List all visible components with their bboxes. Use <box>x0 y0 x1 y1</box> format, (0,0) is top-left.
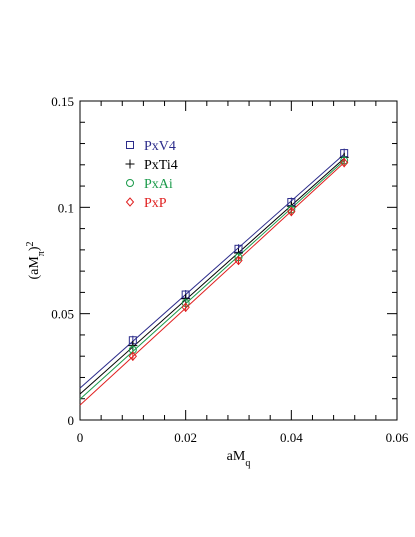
x-axis-label: aMq <box>227 449 251 469</box>
y-tick-label: 0 <box>68 413 75 428</box>
fit-line-pxti4 <box>79 158 345 395</box>
axis-label-text: aMq <box>227 449 251 469</box>
legend-label-pxv4: PxV4 <box>144 139 176 154</box>
y-tick-label: 0.15 <box>51 94 74 109</box>
legend-marker-pxai <box>126 179 134 187</box>
data-point-pxp <box>128 351 137 361</box>
x-tick-label: 0.02 <box>174 430 197 445</box>
fit-line-pxv4 <box>79 153 345 389</box>
legend-marker-pxv4 <box>126 141 134 149</box>
x-tick-label: 0.06 <box>386 430 409 445</box>
y-axis-label: (aMπ)2 <box>25 241 47 279</box>
data-point-pxp <box>340 157 349 168</box>
legend-label-pxp: PxP <box>144 196 167 211</box>
legend-label-pxti4: PxTi4 <box>144 158 178 173</box>
data-point-pxp <box>287 206 296 217</box>
legend-marker-pxp <box>125 197 135 207</box>
axis-label-text: (aMπ)2 <box>25 241 47 279</box>
y-tick-label: 0.1 <box>58 200 74 215</box>
fit-line-pxai <box>79 160 345 400</box>
plot-frame <box>79 100 398 421</box>
y-tick-label: 0.05 <box>51 307 74 322</box>
x-tick-label: 0.04 <box>280 430 303 445</box>
legend-label-pxai: PxAi <box>144 177 173 192</box>
fit-line-pxp <box>79 162 345 406</box>
legend-marker-pxti4 <box>125 159 135 169</box>
legend: PxV4 PxTi4 PxAi PxP <box>125 139 178 211</box>
data-point-pxp <box>181 302 190 313</box>
data-point-pxp <box>234 255 243 266</box>
x-tick-label: 0 <box>77 430 84 445</box>
axis-ticks <box>79 100 398 421</box>
